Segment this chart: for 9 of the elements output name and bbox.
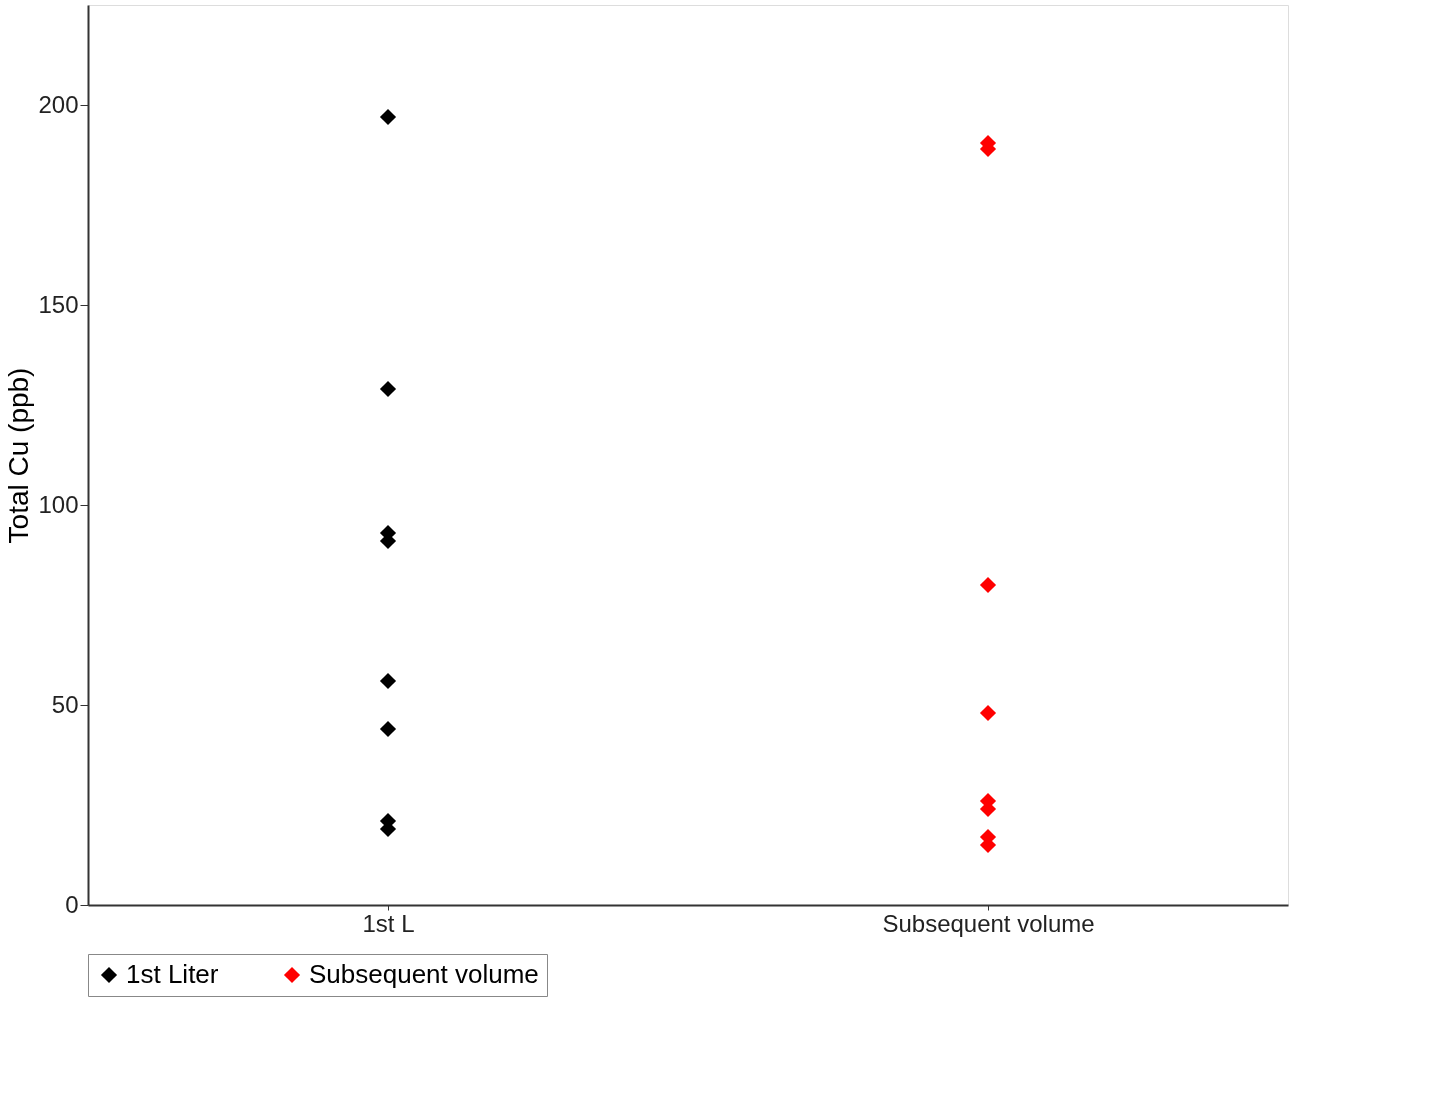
- y-tick-label: 150: [38, 290, 79, 318]
- x-tick-label: 1st L: [362, 909, 415, 937]
- y-tick-label: 100: [38, 490, 79, 518]
- legend-label: 1st Liter: [126, 959, 219, 989]
- y-tick-label: 0: [65, 890, 79, 918]
- legend-label: Subsequent volume: [309, 959, 539, 989]
- y-tick-label: 200: [38, 90, 79, 118]
- y-axis-title: Total Cu (ppb): [3, 367, 35, 544]
- y-tick-label: 50: [51, 690, 79, 718]
